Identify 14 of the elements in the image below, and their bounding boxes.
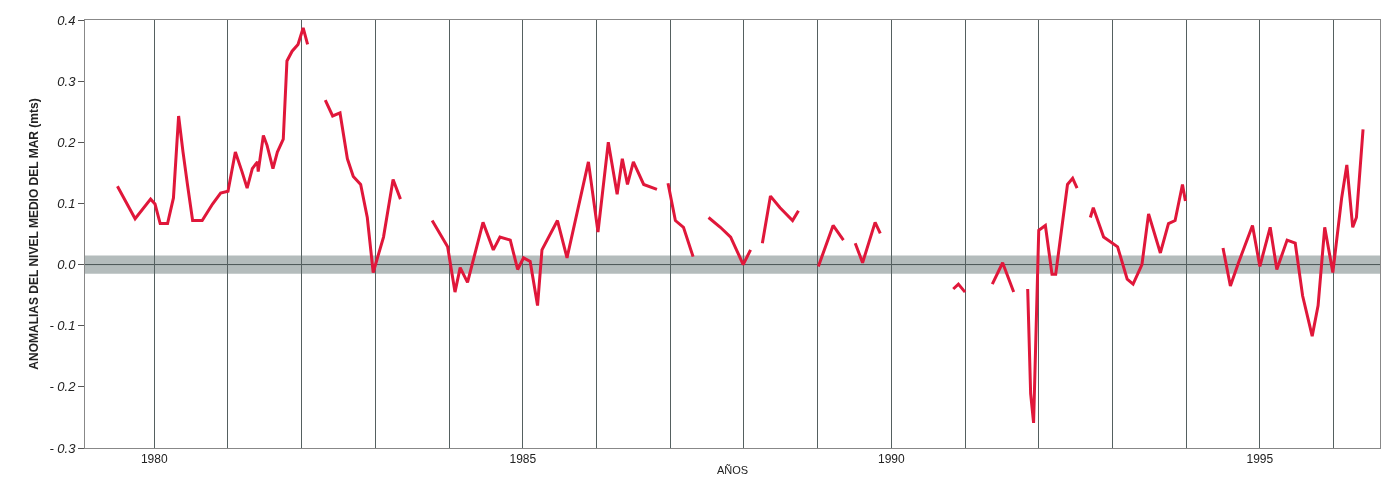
y-tick-label: 0.3 [57, 73, 77, 89]
y-tick-label: 0.4 [57, 12, 76, 28]
y-tick-label: - 0.1 [49, 318, 76, 334]
x-tick-label: 1995 [1246, 452, 1274, 467]
x-tick-label: 1985 [509, 452, 537, 467]
y-tick-label: 0.1 [57, 195, 76, 211]
y-tick-label: 0.2 [57, 134, 77, 150]
x-tick-label: 1990 [877, 452, 905, 467]
x-axis-title: AÑOS [716, 463, 749, 476]
y-axis-title: ANOMALIAS DEL NIVEL MEDIO DEL MAR (mts) [26, 98, 41, 370]
x-tick-label: 1980 [140, 452, 168, 467]
y-tick-label: - 0.3 [49, 440, 77, 456]
y-tick-label: 0.0 [57, 257, 77, 273]
y-tick-label: - 0.2 [49, 379, 77, 395]
